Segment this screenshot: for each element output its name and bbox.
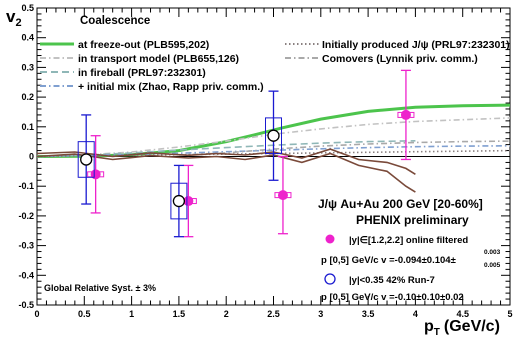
- x-tick-label: 0: [34, 309, 39, 319]
- syst-box: [77, 141, 95, 178]
- x-tick-label: 0.5: [78, 309, 91, 319]
- y-tick-label: -0.5: [18, 300, 34, 310]
- y-tick-label: 0: [29, 152, 34, 162]
- model-legend: Coalescence at freeze-out (PLB595,202) in…: [40, 15, 510, 93]
- y-tick-label: 0.5: [21, 3, 34, 13]
- x-tick-label: 5: [507, 309, 512, 319]
- legend-entry-label: at freeze-out (PLB595,202): [78, 39, 209, 51]
- data-point-open: [267, 129, 280, 142]
- syst-box: [265, 117, 282, 155]
- axis-ticks: [36, 7, 511, 306]
- legend-marker-open: [324, 273, 336, 285]
- x-axis-label: pT (GeV/c): [424, 318, 500, 337]
- x-tick-label: 1.5: [173, 309, 186, 319]
- y-tick-label: 0.3: [21, 62, 34, 72]
- x-tick-label: 4: [413, 309, 418, 319]
- data-points: [77, 69, 415, 238]
- global-syst-note: Global Relative Syst. ± 3%: [44, 283, 156, 293]
- x-tick-label: 1: [129, 309, 134, 319]
- y-axis-label: v2: [6, 7, 22, 29]
- legend-header: Coalescence: [80, 15, 150, 27]
- legend1-fit-sup: 0.003: [484, 249, 501, 256]
- legend-entry-label: in fireball (PRL97:232301): [78, 67, 206, 79]
- theory-curve: [36, 152, 416, 193]
- y-tick-label: 0.4: [21, 33, 34, 43]
- y-tick-label: -0.3: [18, 241, 34, 251]
- legend-entry-label: + initial mix (Zhao, Rapp priv. comm.): [78, 81, 264, 93]
- legend1-fit: p [0,5] GeV/c v =-0.094±0.104±: [321, 255, 456, 266]
- theory-curve: [36, 117, 511, 158]
- data-legend: J/ψ Au+Au 200 GeV [20-60%] PHENIX prelim…: [44, 197, 501, 303]
- data-point-filled: [277, 190, 288, 201]
- legend-entry-label: Comovers (Lynnik priv. comm.): [322, 53, 478, 65]
- data-point-open: [80, 153, 93, 166]
- x-tick-label: 3.5: [362, 309, 375, 319]
- theory-curve: [36, 148, 416, 175]
- legend1-label: |y|∈[1.2,2.2] online filtered: [349, 235, 468, 246]
- y-tick-label: -0.1: [18, 181, 34, 191]
- annotation-subtitle: PHENIX preliminary: [356, 213, 469, 227]
- legend2-fit: p [0,5] GeV/c v =-0.10±0.10±0.02: [321, 292, 464, 303]
- legend1-fit-sub: 0.005: [484, 262, 501, 269]
- x-tick-label: 4.5: [456, 309, 469, 319]
- y-tick-label: 0.2: [21, 92, 34, 102]
- theory-curve: [36, 145, 511, 158]
- theory-curve: [178, 140, 511, 156]
- legend2-label: |y|<0.35 42% Run-7: [349, 275, 435, 286]
- data-point-filled: [183, 196, 194, 207]
- syst-box: [170, 182, 188, 220]
- x-tick-label: 3: [318, 309, 323, 319]
- legend-entry-label: Initially produced J/ψ (PRL97:232301): [322, 39, 510, 51]
- tick-labels: 0 0.5 1 1.5 2 2.5 3 3.5 4 4.5 5 -0.5 -0.4 -0.3 -0.2 -0.…: [18, 3, 512, 319]
- y-tick-label: 0.1: [21, 122, 34, 132]
- data-point-filled: [400, 109, 411, 120]
- y-tick-label: -0.4: [18, 270, 34, 280]
- data-point-open: [172, 194, 186, 208]
- data-point-filled: [90, 169, 101, 180]
- annotation-title: J/ψ Au+Au 200 GeV [20-60%]: [318, 197, 483, 211]
- x-tick-label: 2: [224, 309, 229, 319]
- theory-curve: [36, 140, 416, 158]
- y-tick-label: -0.2: [18, 211, 34, 221]
- legend-entry-label: in transport model (PLB655,126): [78, 53, 239, 65]
- x-tick-label: 2.5: [267, 309, 280, 319]
- legend-marker-filled: [325, 234, 335, 244]
